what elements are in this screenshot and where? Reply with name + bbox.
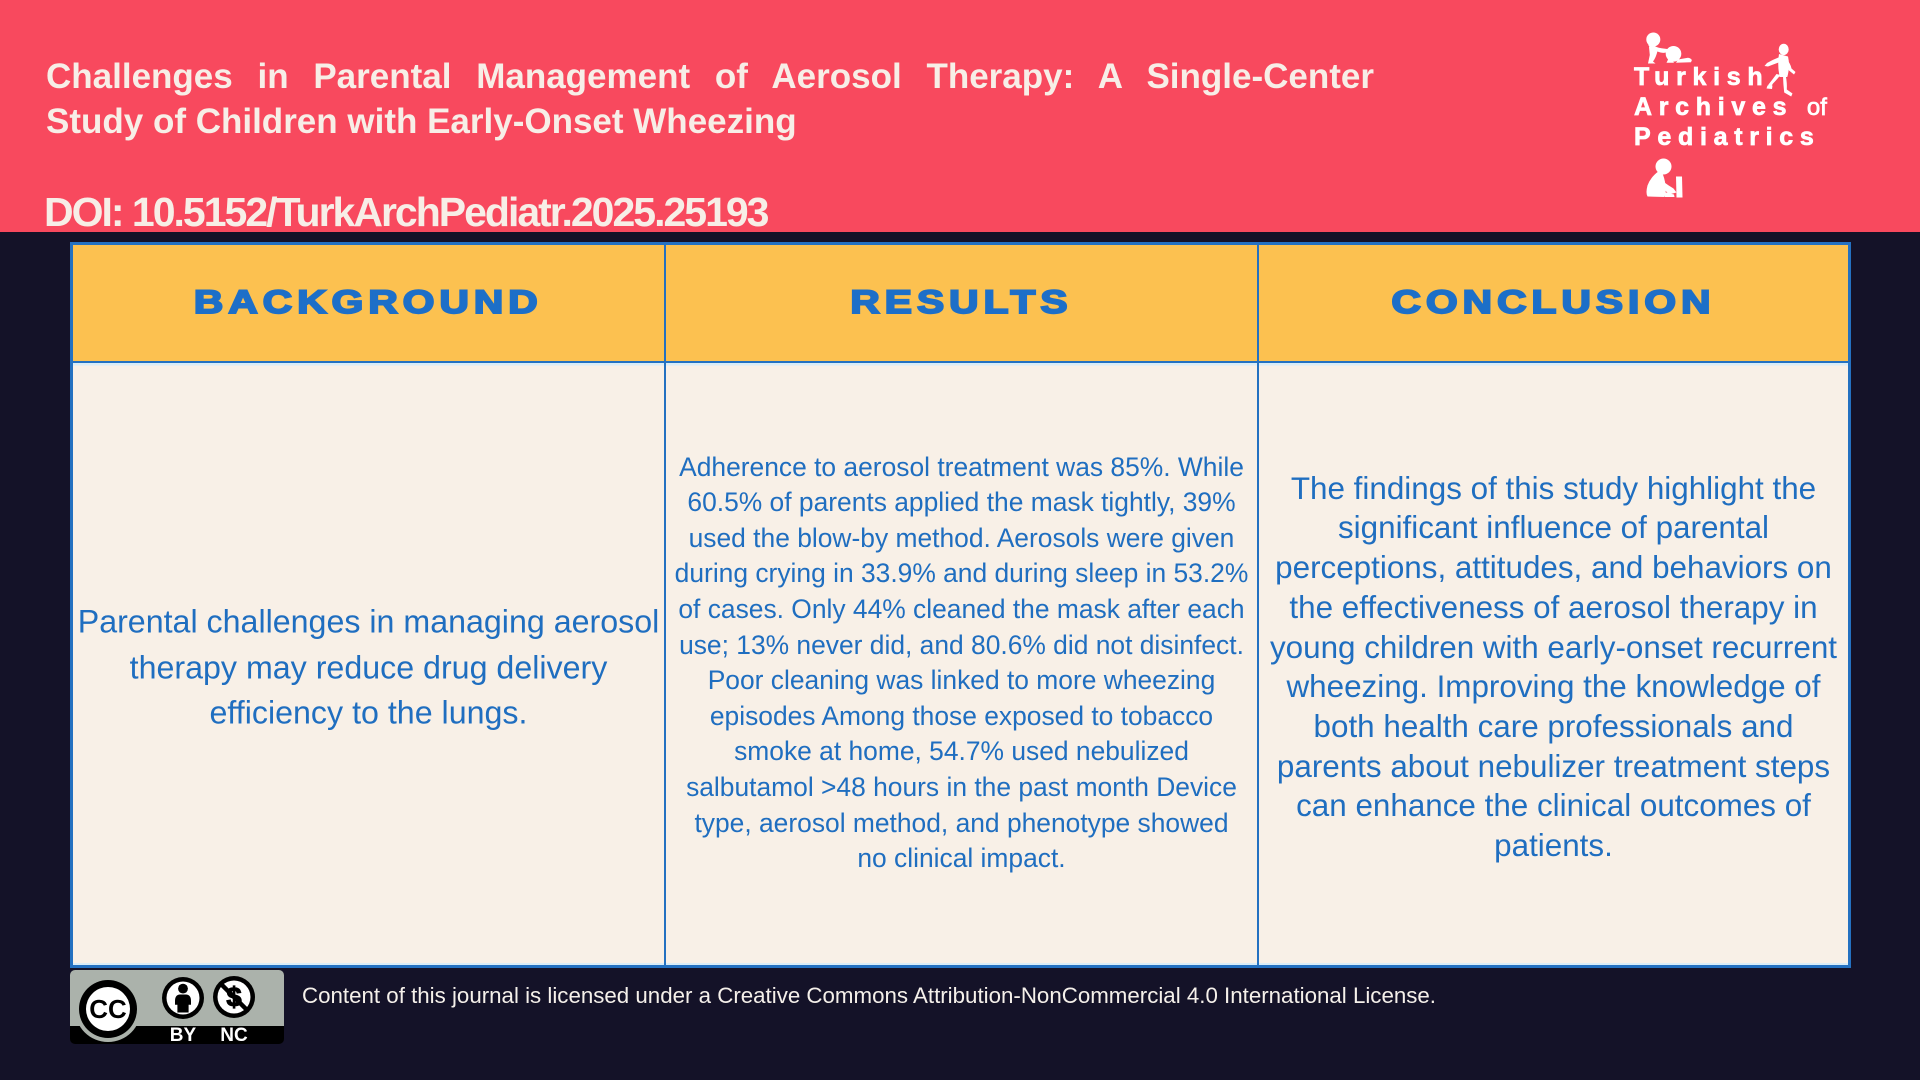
svg-text:CC: CC — [89, 994, 127, 1024]
svg-text:BY: BY — [170, 1025, 197, 1044]
svg-text:NC: NC — [220, 1025, 248, 1044]
